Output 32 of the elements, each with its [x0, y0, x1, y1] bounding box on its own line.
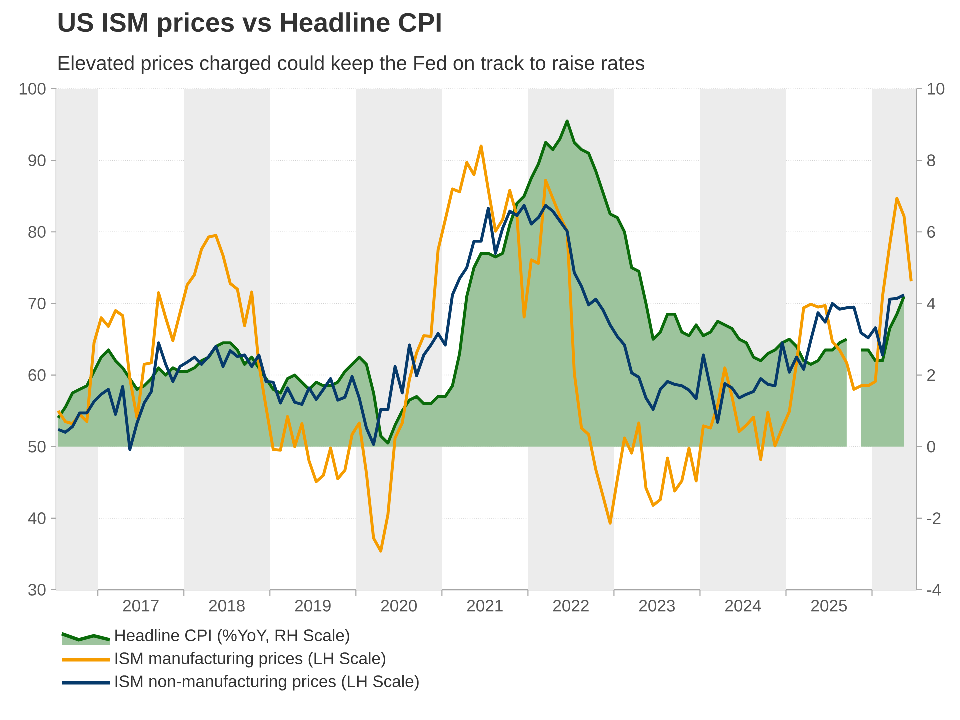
legend-label: ISM non-manufacturing prices (LH Scale)	[116, 675, 419, 691]
y-tick-label: 80	[28, 226, 46, 238]
y-tick-label: 100	[20, 83, 46, 95]
x-tick-label: 2023	[640, 600, 676, 612]
y2-tick-label: 4	[927, 298, 936, 310]
y2-tick-label: 0	[927, 440, 936, 453]
y2-tick-label: 6	[928, 226, 936, 238]
y2-tick-label: -4	[927, 584, 942, 596]
chart-title: US ISM prices vs Headline CPI	[58, 12, 441, 38]
legend-label: Headline CPI (%YoY, RH Scale)	[116, 629, 350, 645]
x-tick-label: 2020	[381, 600, 418, 612]
y-tick-label: 40	[28, 512, 46, 524]
y2-tick-label: 10	[928, 83, 945, 95]
y2-tick-label: 8	[927, 154, 936, 166]
y-tick-label: 50	[28, 440, 46, 453]
y2-tick-label: -2	[927, 512, 941, 524]
x-tick-label: 2019	[295, 600, 331, 612]
chart-subtitle: Elevated prices charged could keep the Fed on track to raise rates	[58, 56, 645, 74]
y-tick-label: 30	[28, 584, 46, 596]
x-tick-label: 2021	[467, 600, 503, 612]
y-tick-label: 70	[28, 298, 46, 310]
legend-label: ISM manufacturing prices (LH Scale)	[116, 652, 386, 668]
x-tick-label: 2018	[209, 600, 245, 612]
x-tick-label: 2024	[726, 600, 762, 612]
x-tick-label: 2022	[553, 600, 589, 612]
y2-tick-label: 2	[928, 369, 936, 382]
line-series	[56, 144, 913, 553]
y-tick-label: 90	[28, 154, 46, 166]
x-tick-label: 2025	[812, 600, 848, 612]
y-tick-label: 60	[28, 369, 46, 382]
line-series	[56, 204, 906, 452]
x-tick-label: 2017	[123, 600, 159, 612]
